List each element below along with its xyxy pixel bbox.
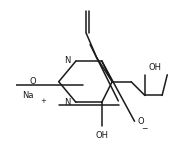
Text: O: O (138, 117, 145, 126)
Text: Na: Na (22, 91, 34, 100)
Text: −: − (141, 124, 148, 133)
Text: O: O (30, 77, 36, 86)
Text: OH: OH (148, 63, 161, 72)
Text: N: N (64, 57, 71, 65)
Text: +: + (40, 98, 46, 104)
Text: OH: OH (95, 131, 108, 140)
Text: N: N (64, 98, 71, 107)
